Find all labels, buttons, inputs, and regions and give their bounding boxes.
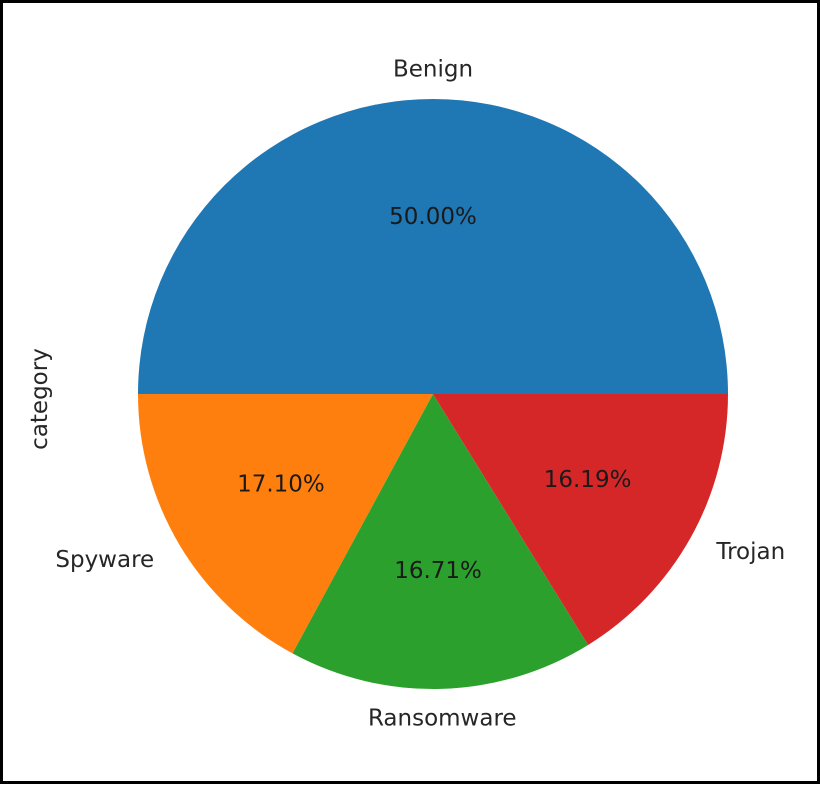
pie-slice-ransomware — [292, 394, 589, 689]
pie-slice-trojan — [433, 394, 728, 645]
pie-slice-spyware — [138, 394, 433, 654]
pct-label-benign: 50.00% — [389, 204, 477, 230]
pct-label-spyware: 17.10% — [237, 472, 325, 498]
slice-label-ransomware: Ransomware — [368, 705, 517, 731]
slice-label-trojan: Trojan — [715, 539, 785, 565]
pct-label-ransomware: 16.71% — [394, 558, 482, 584]
slice-label-spyware: Spyware — [55, 547, 154, 573]
pie-labels: 50.00% Benign 17.10% Spyware 16.71% Ransomwar… — [55, 57, 785, 732]
slice-label-benign: Benign — [393, 57, 473, 83]
pie-slice-benign — [138, 99, 728, 394]
pie-chart: 50.00% Benign 17.10% Spyware 16.71% Ransomwar… — [27, 57, 785, 732]
pie-slices — [138, 99, 728, 689]
y-axis-label: category — [27, 348, 53, 450]
pct-label-trojan: 16.19% — [544, 467, 632, 493]
